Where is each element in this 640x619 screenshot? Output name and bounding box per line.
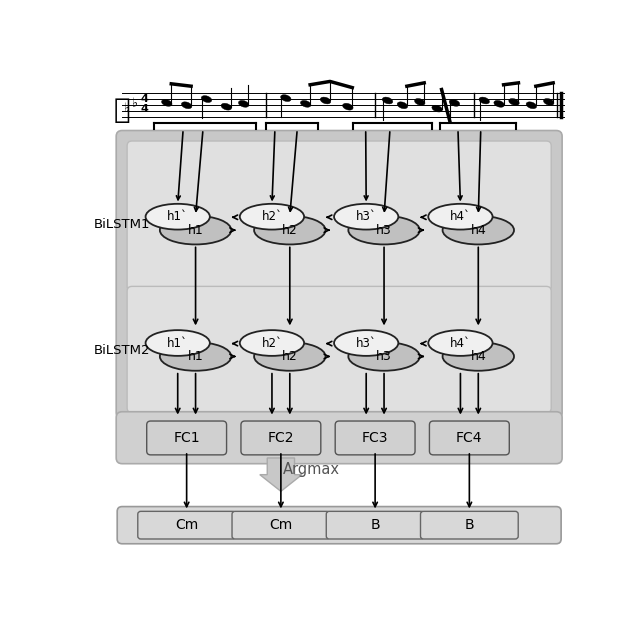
Ellipse shape: [240, 204, 304, 230]
Ellipse shape: [145, 330, 210, 356]
FancyBboxPatch shape: [116, 412, 562, 464]
Ellipse shape: [280, 95, 291, 102]
FancyBboxPatch shape: [147, 421, 227, 455]
Text: 𝄞: 𝄞: [114, 95, 131, 124]
Ellipse shape: [543, 98, 554, 105]
Ellipse shape: [494, 100, 504, 107]
FancyBboxPatch shape: [429, 421, 509, 455]
Text: ♭: ♭: [132, 97, 138, 110]
Text: BiLSTM2: BiLSTM2: [94, 344, 150, 357]
Ellipse shape: [201, 96, 212, 103]
Text: FC3: FC3: [362, 431, 388, 445]
FancyBboxPatch shape: [117, 506, 561, 543]
Text: h3: h3: [376, 223, 392, 236]
Ellipse shape: [382, 97, 393, 104]
FancyBboxPatch shape: [326, 511, 424, 539]
Ellipse shape: [145, 204, 210, 230]
Ellipse shape: [428, 330, 493, 356]
Text: 4: 4: [141, 103, 148, 114]
FancyBboxPatch shape: [420, 511, 518, 539]
FancyBboxPatch shape: [127, 141, 551, 291]
Text: h4`: h4`: [450, 337, 471, 350]
Text: FC4: FC4: [456, 431, 483, 445]
Text: h3: h3: [376, 350, 392, 363]
Text: B: B: [465, 518, 474, 532]
FancyBboxPatch shape: [232, 511, 330, 539]
Ellipse shape: [479, 97, 490, 104]
Ellipse shape: [509, 98, 519, 105]
Ellipse shape: [240, 330, 304, 356]
FancyBboxPatch shape: [241, 421, 321, 455]
Text: h2`: h2`: [262, 210, 282, 223]
FancyArrow shape: [260, 458, 302, 491]
Ellipse shape: [221, 103, 232, 110]
Ellipse shape: [428, 204, 493, 230]
Ellipse shape: [320, 97, 331, 104]
Ellipse shape: [239, 100, 249, 107]
Ellipse shape: [161, 100, 172, 106]
Text: FC1: FC1: [173, 431, 200, 445]
Ellipse shape: [160, 216, 231, 245]
Ellipse shape: [160, 342, 231, 371]
Ellipse shape: [181, 102, 192, 109]
Text: h1`: h1`: [167, 337, 188, 350]
FancyBboxPatch shape: [127, 287, 551, 413]
Text: h4: h4: [470, 223, 486, 236]
Text: h1: h1: [188, 223, 204, 236]
Text: Argmax: Argmax: [284, 462, 340, 477]
Ellipse shape: [443, 342, 514, 371]
Ellipse shape: [334, 330, 398, 356]
Ellipse shape: [443, 216, 514, 245]
Text: FC2: FC2: [268, 431, 294, 445]
Text: h2: h2: [282, 223, 298, 236]
Ellipse shape: [300, 100, 311, 107]
Text: h3`: h3`: [356, 210, 376, 223]
Ellipse shape: [397, 102, 408, 109]
Ellipse shape: [348, 342, 420, 371]
FancyBboxPatch shape: [138, 511, 236, 539]
Ellipse shape: [415, 98, 425, 105]
Text: 4: 4: [141, 94, 148, 104]
Ellipse shape: [449, 100, 460, 106]
FancyBboxPatch shape: [116, 131, 562, 418]
FancyBboxPatch shape: [335, 421, 415, 455]
Ellipse shape: [334, 204, 398, 230]
Text: BiLSTM1: BiLSTM1: [94, 218, 150, 231]
Ellipse shape: [526, 102, 536, 109]
Text: Cm: Cm: [175, 518, 198, 532]
Text: B: B: [371, 518, 380, 532]
Ellipse shape: [348, 216, 420, 245]
Text: Cm: Cm: [269, 518, 292, 532]
Text: h2: h2: [282, 350, 298, 363]
Text: h3`: h3`: [356, 337, 376, 350]
Ellipse shape: [254, 216, 326, 245]
Text: h4: h4: [470, 350, 486, 363]
Text: ♭: ♭: [124, 102, 129, 115]
Ellipse shape: [432, 105, 442, 112]
Text: h1: h1: [188, 350, 204, 363]
Text: h1`: h1`: [167, 210, 188, 223]
Ellipse shape: [254, 342, 326, 371]
Text: h4`: h4`: [450, 210, 471, 223]
Text: h2`: h2`: [262, 337, 282, 350]
Ellipse shape: [342, 103, 353, 110]
